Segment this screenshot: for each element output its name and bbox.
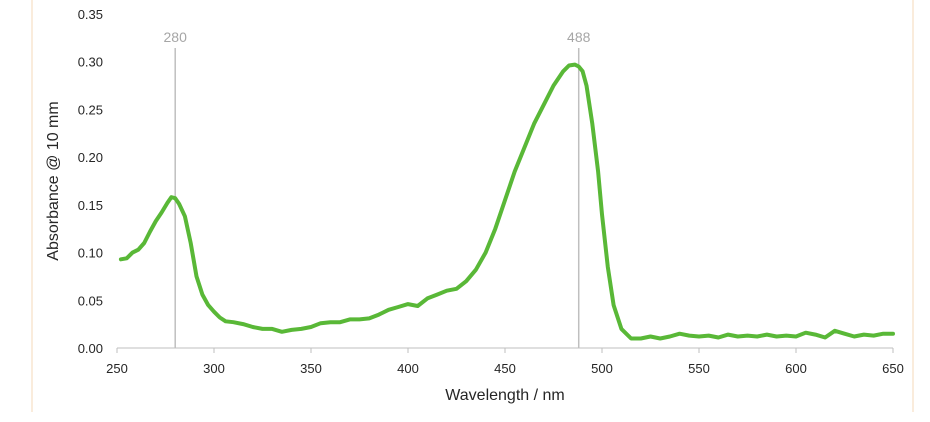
y-tick-label: 0.05 [78, 293, 103, 308]
x-tick-label: 600 [785, 361, 807, 376]
y-axis-title: Absorbance @ 10 mm [45, 101, 62, 260]
x-axis-ticks: 250 300 350 400 450 500 550 600 650 [106, 348, 904, 376]
x-axis-title: Wavelength / nm [445, 387, 564, 404]
y-tick-label: 0.00 [78, 341, 103, 356]
x-tick-label: 350 [300, 361, 322, 376]
y-axis-ticks: 0.00 0.05 0.10 0.15 0.20 0.25 0.30 0.35 [78, 7, 103, 356]
x-tick-label: 650 [882, 361, 904, 376]
y-tick-label: 0.35 [78, 7, 103, 22]
x-tick-label: 300 [203, 361, 225, 376]
absorbance-series-line [118, 62, 895, 341]
y-tick-label: 0.15 [78, 198, 103, 213]
x-tick-label: 400 [397, 361, 419, 376]
x-tick-label: 250 [106, 361, 128, 376]
peak-label: 280 [164, 29, 188, 45]
x-tick-label: 500 [591, 361, 613, 376]
y-tick-label: 0.25 [78, 102, 103, 117]
x-tick-label: 450 [494, 361, 516, 376]
x-tick-label: 550 [688, 361, 710, 376]
y-tick-label: 0.20 [78, 150, 103, 165]
peak-annotations: 280 488 [164, 29, 591, 348]
y-tick-label: 0.30 [78, 55, 103, 70]
y-tick-label: 0.10 [78, 246, 103, 261]
peak-label: 488 [567, 29, 591, 45]
